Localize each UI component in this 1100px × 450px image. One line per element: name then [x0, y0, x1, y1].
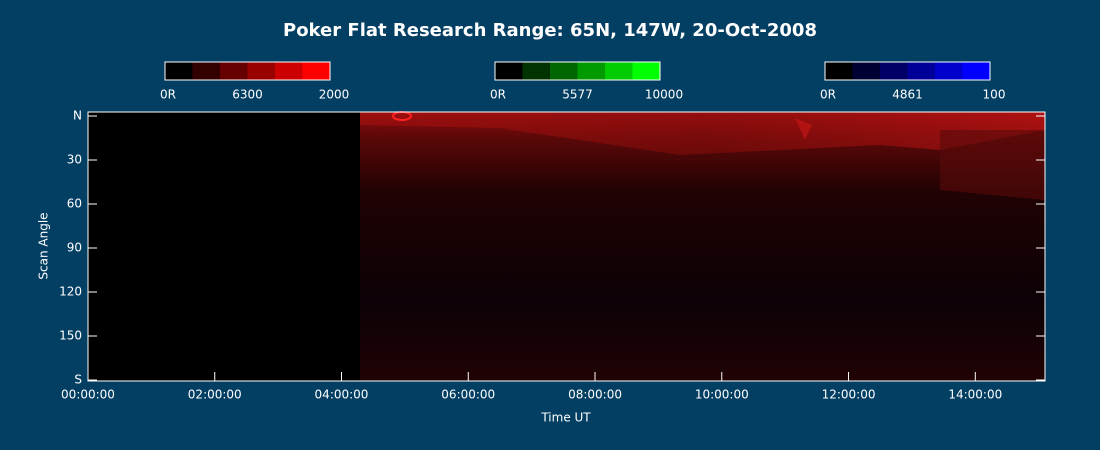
y-tick-label: 30	[67, 153, 82, 167]
y-tick-label: 90	[67, 241, 82, 255]
x-tick-label: 00:00:00	[61, 388, 115, 402]
colorbar-step	[605, 62, 633, 80]
colorbar-wavelength: 5577	[562, 88, 593, 102]
colorbar-step	[907, 62, 936, 80]
colorbar-step	[302, 62, 331, 80]
colorbar-step	[632, 62, 661, 80]
x-axis-label: Time UT	[540, 411, 591, 425]
colorbar-swatch	[824, 61, 991, 81]
colorbar-min-label: 0R	[160, 88, 176, 102]
colorbar-step	[495, 62, 523, 80]
x-tick-label: 08:00:00	[568, 388, 622, 402]
y-tick-label: 60	[67, 197, 82, 211]
colorbar-max-label: 10000	[645, 88, 683, 102]
colorbar-wavelength: 6300	[232, 88, 263, 102]
colorbar-step	[275, 62, 303, 80]
colorbar-max-label: 2000	[319, 88, 350, 102]
x-tick-label: 14:00:00	[948, 388, 1002, 402]
x-tick-label: 02:00:00	[188, 388, 242, 402]
x-tick-label: 06:00:00	[441, 388, 495, 402]
y-tick-label: S	[74, 373, 82, 387]
colorbar-step	[825, 62, 853, 80]
colorbar-max-label: 100	[983, 88, 1006, 102]
colorbar-step	[880, 62, 908, 80]
colorbar-min-label: 0R	[820, 88, 836, 102]
y-tick-label: 120	[59, 285, 82, 299]
keogram-image	[360, 111, 1045, 381]
y-tick-label: N	[73, 109, 82, 123]
y-tick-label: 150	[59, 329, 82, 343]
colorbar-min-label: 0R	[490, 88, 506, 102]
colorbar-step	[962, 62, 991, 80]
chart-title: Poker Flat Research Range: 65N, 147W, 20…	[283, 20, 817, 41]
colorbar-swatch	[164, 61, 331, 81]
colorbar-step	[220, 62, 248, 80]
colorbar-step	[577, 62, 606, 80]
colorbar-step	[165, 62, 193, 80]
plot-frame	[87, 111, 1046, 382]
colorbar-step	[550, 62, 578, 80]
x-tick-label: 12:00:00	[822, 388, 876, 402]
colorbar-step	[935, 62, 963, 80]
x-tick-label: 10:00:00	[695, 388, 749, 402]
colorbar-wavelength: 4861	[892, 88, 923, 102]
colorbar-step	[247, 62, 276, 80]
colorbar-step	[852, 62, 881, 80]
colorbar-step	[192, 62, 221, 80]
x-tick-label: 04:00:00	[315, 388, 369, 402]
colorbar-step	[522, 62, 551, 80]
colorbar-swatch	[494, 61, 661, 81]
y-axis-label: Scan Angle	[37, 212, 51, 279]
